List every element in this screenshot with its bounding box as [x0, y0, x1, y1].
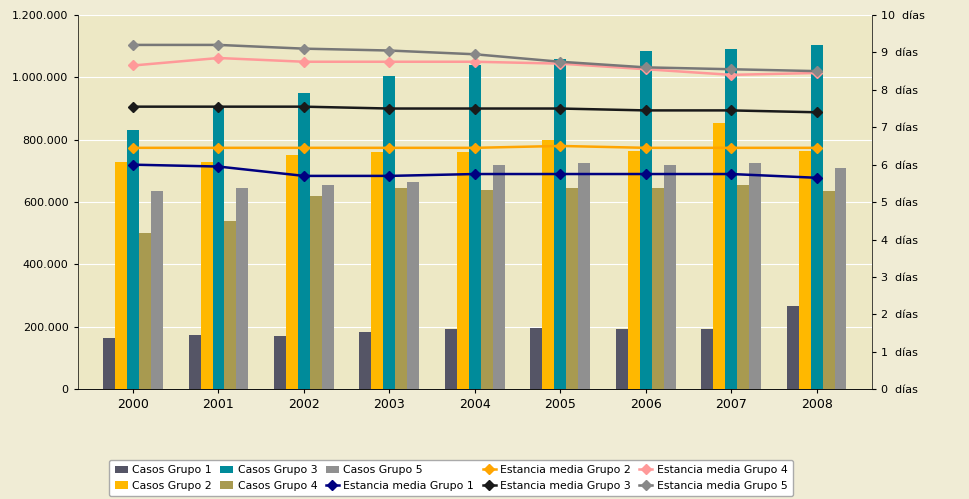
Bar — [834, 168, 847, 389]
Bar — [322, 185, 334, 389]
Bar — [359, 332, 371, 389]
Bar — [566, 188, 578, 389]
Bar — [787, 305, 798, 389]
Bar — [749, 163, 761, 389]
Bar — [640, 51, 652, 389]
Bar — [664, 165, 675, 389]
Bar — [652, 188, 664, 389]
Bar — [713, 123, 725, 389]
Bar — [725, 49, 737, 389]
Bar — [189, 335, 201, 389]
Bar — [139, 234, 151, 389]
Bar — [151, 191, 163, 389]
Bar — [201, 162, 212, 389]
Bar — [115, 162, 127, 389]
Bar — [811, 44, 823, 389]
Bar — [615, 329, 628, 389]
Bar — [798, 151, 811, 389]
Bar — [236, 188, 248, 389]
Bar — [823, 191, 834, 389]
Bar — [530, 328, 543, 389]
Bar — [395, 188, 407, 389]
Bar — [481, 190, 493, 389]
Bar — [407, 182, 420, 389]
Bar — [127, 130, 139, 389]
Legend: Casos Grupo 1, Casos Grupo 2, Casos Grupo 3, Casos Grupo 4, Casos Grupo 5, Estan: Casos Grupo 1, Casos Grupo 2, Casos Grup… — [109, 460, 793, 496]
Bar — [702, 329, 713, 389]
Bar — [493, 165, 505, 389]
Bar — [737, 185, 749, 389]
Bar — [103, 338, 115, 389]
Bar — [371, 152, 384, 389]
Bar — [297, 93, 310, 389]
Bar — [445, 329, 456, 389]
Bar — [310, 196, 322, 389]
Bar — [628, 151, 640, 389]
Bar — [456, 152, 469, 389]
Bar — [274, 336, 286, 389]
Bar — [286, 155, 297, 389]
Bar — [554, 59, 566, 389]
Bar — [543, 140, 554, 389]
Bar — [578, 163, 590, 389]
Bar — [384, 76, 395, 389]
Bar — [225, 221, 236, 389]
Bar — [469, 65, 481, 389]
Bar — [212, 107, 225, 389]
